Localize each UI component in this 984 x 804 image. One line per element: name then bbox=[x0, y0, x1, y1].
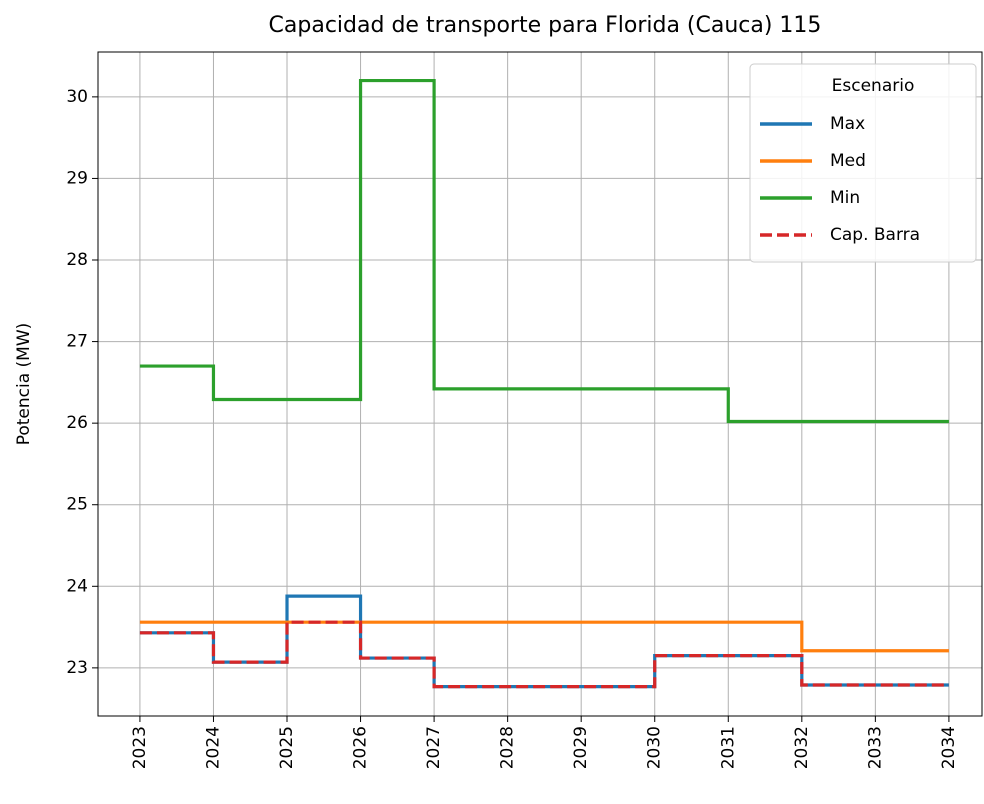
series-line bbox=[139, 594, 949, 689]
x-tick-label: 2024 bbox=[203, 726, 223, 769]
x-tick-label: 2029 bbox=[571, 726, 591, 769]
series-line bbox=[139, 78, 949, 424]
x-tick-label: 2027 bbox=[424, 726, 444, 769]
legend-label: Min bbox=[830, 188, 860, 208]
legend-box bbox=[749, 63, 977, 263]
legend-label: Max bbox=[830, 114, 865, 134]
x-tick-label: 2033 bbox=[865, 726, 885, 769]
y-tick-label: 27 bbox=[66, 332, 88, 352]
y-tick-label: 29 bbox=[66, 168, 88, 188]
y-tick-label: 23 bbox=[66, 658, 88, 678]
x-tick-label: 2025 bbox=[277, 726, 297, 769]
x-tick-label: 2030 bbox=[645, 726, 665, 769]
plot-frame bbox=[97, 51, 983, 717]
x-tick-label: 2034 bbox=[939, 726, 959, 769]
x-tick-label: 2026 bbox=[351, 726, 371, 769]
legend-title: Escenario bbox=[832, 76, 915, 96]
chart-title: Capacidad de transporte para Florida (Ca… bbox=[269, 13, 822, 38]
x-tick-label: 2023 bbox=[130, 726, 150, 769]
series-line bbox=[139, 620, 949, 689]
series-line bbox=[139, 620, 949, 653]
x-tick-label: 2028 bbox=[498, 726, 518, 769]
x-tick-label: 2032 bbox=[792, 726, 812, 769]
y-tick-label: 26 bbox=[66, 413, 88, 433]
y-tick-label: 25 bbox=[66, 495, 88, 515]
x-tick-label: 2031 bbox=[718, 726, 738, 769]
y-tick-label: 24 bbox=[66, 576, 88, 596]
y-tick-label: 30 bbox=[66, 87, 88, 107]
y-tick-label: 28 bbox=[66, 250, 88, 270]
legend-label: Med bbox=[830, 151, 866, 171]
y-axis-label: Potencia (MW) bbox=[14, 323, 34, 446]
legend: Escenario Max Med Min Cap. Barra bbox=[749, 63, 977, 263]
legend-label: Cap. Barra bbox=[830, 225, 920, 245]
